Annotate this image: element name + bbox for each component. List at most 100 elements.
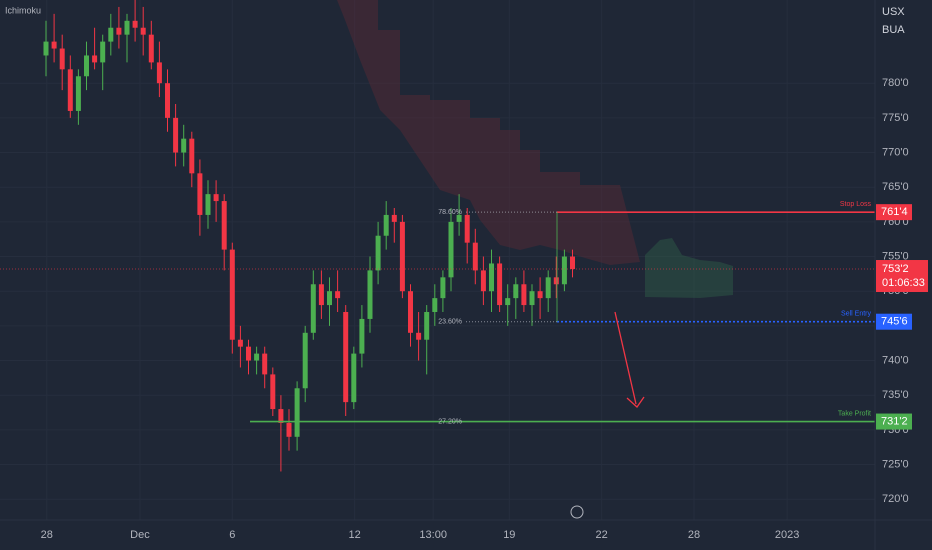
candle-body xyxy=(375,235,381,271)
candle-body xyxy=(537,291,543,299)
candle-body xyxy=(480,270,486,292)
y-tick-label: 740'0 xyxy=(882,354,909,366)
candle-body xyxy=(521,284,527,306)
candle-body xyxy=(254,353,260,361)
candle-body xyxy=(310,284,316,333)
candle-body xyxy=(156,62,162,84)
candle-body xyxy=(286,422,292,437)
candle-body xyxy=(343,312,349,403)
last-price-box xyxy=(876,260,928,293)
y-tick-label: 770'0 xyxy=(882,146,909,158)
candle-body xyxy=(489,263,494,292)
level-name: Take Profit xyxy=(838,410,871,417)
candle-body xyxy=(132,20,138,28)
candle-body xyxy=(513,284,519,299)
candle-body xyxy=(318,284,324,306)
candle-body xyxy=(399,221,405,292)
candle-body xyxy=(440,277,446,299)
y-tick-label: 720'0 xyxy=(882,493,909,505)
candle-body xyxy=(221,201,227,250)
candle-body xyxy=(229,249,235,340)
candle-body xyxy=(100,41,106,63)
candle-body xyxy=(391,214,397,222)
candle-body xyxy=(173,117,179,153)
candle-body xyxy=(448,221,454,278)
candle-body xyxy=(456,214,462,222)
x-tick-label: 28 xyxy=(688,529,700,541)
candle-body xyxy=(116,27,122,35)
ichimoku-cloud-green xyxy=(645,238,733,298)
candle-body xyxy=(75,76,81,111)
last-price-label: 753'2 xyxy=(882,263,909,275)
level-price-box xyxy=(876,413,912,430)
candle-body xyxy=(367,270,373,319)
x-tick-label: 12 xyxy=(348,529,360,541)
candle-body xyxy=(327,291,332,306)
grid xyxy=(0,0,875,520)
candle-body xyxy=(408,291,413,333)
candle-body xyxy=(181,138,187,153)
x-tick-label: 19 xyxy=(503,529,515,541)
x-tick-label: 22 xyxy=(596,529,608,541)
fib-label: 78.60% xyxy=(438,209,462,216)
candle-body xyxy=(545,277,551,299)
candle-body xyxy=(213,194,219,202)
candle-body xyxy=(262,353,268,375)
level-price-label: 731'2 xyxy=(881,415,908,427)
x-tick-label: 2023 xyxy=(775,529,799,541)
level-name: Stop Loss xyxy=(840,201,872,208)
candle-body xyxy=(165,83,170,118)
candle-body xyxy=(148,34,154,63)
fib-label: 23.60% xyxy=(438,319,462,326)
level-price-box xyxy=(876,313,912,330)
ichimoku-cloud-red xyxy=(337,0,640,265)
y-tick-label: 765'0 xyxy=(882,181,909,193)
candle-body xyxy=(335,291,341,299)
candle-body xyxy=(302,332,308,389)
x-tick-label: 13:00 xyxy=(419,529,447,541)
candle-body xyxy=(124,20,130,35)
candle-body xyxy=(529,291,535,306)
level-price-box xyxy=(876,204,912,221)
candle-body xyxy=(359,318,365,354)
candle-body xyxy=(205,194,211,215)
candle-body xyxy=(416,332,422,340)
y-tick-label: 735'0 xyxy=(882,389,909,401)
y-tick-label: 725'0 xyxy=(882,458,909,470)
countdown-label: 01:06:33 xyxy=(882,277,925,289)
candle-body xyxy=(561,256,567,285)
y-tick-label: 775'0 xyxy=(882,112,909,124)
candle-body xyxy=(432,298,438,312)
candle-body xyxy=(383,214,389,236)
x-tick-label: Dec xyxy=(130,529,150,541)
candle-body xyxy=(84,55,89,77)
y-tick-label: 755'0 xyxy=(882,250,909,262)
candle-body xyxy=(294,388,300,437)
candle-body xyxy=(570,256,575,270)
arrow-head xyxy=(626,396,645,408)
indicator-label: Ichimoku xyxy=(5,5,41,15)
candle-body xyxy=(553,277,559,285)
symbol: USX xyxy=(882,6,905,18)
candle-body xyxy=(464,214,470,243)
candle-body xyxy=(505,298,511,306)
level-price-label: 761'4 xyxy=(881,206,908,218)
timezone-icon[interactable] xyxy=(570,505,584,519)
candle-body xyxy=(67,69,73,111)
candle-body xyxy=(246,346,251,361)
candle-body xyxy=(424,312,430,340)
level-name: Sell Entry xyxy=(841,311,871,318)
candle-body xyxy=(278,409,284,423)
x-tick-label: 28 xyxy=(41,529,53,541)
candle-body xyxy=(197,173,203,215)
y-tick-label: 780'0 xyxy=(882,77,909,89)
candle-body xyxy=(189,138,195,174)
exchange: BUA xyxy=(882,24,905,36)
candle-body xyxy=(140,27,146,35)
candle-body xyxy=(270,374,276,410)
fib-label: 27.20% xyxy=(438,418,462,425)
candle-body xyxy=(237,339,243,347)
candle-body xyxy=(108,27,114,42)
